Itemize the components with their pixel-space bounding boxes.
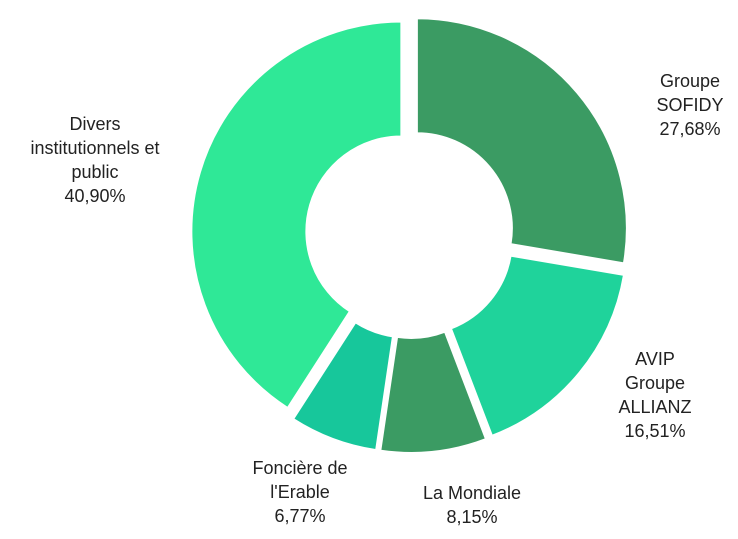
donut-slice [415,17,628,265]
donut-slice [379,330,488,454]
category-label: Divers institutionnels et public [30,114,160,182]
slice-label: Foncière de l'Erable 6,77% [240,456,360,528]
donut-slice [291,320,395,452]
slice-label: Divers institutionnels et public 40,90% [25,112,165,208]
value-label: 40,90% [64,186,126,206]
category-label: Foncière de l'Erable [252,458,348,502]
donut-slice [190,20,403,410]
category-label: Groupe SOFIDY [656,71,724,115]
slice-label: AVIP Groupe ALLIANZ 16,51% [608,347,703,443]
value-label: 27,68% [659,119,721,139]
value-label: 8,15% [446,507,498,527]
category-label: AVIP Groupe ALLIANZ [618,349,692,417]
donut-slice [449,254,626,438]
slice-label: La Mondiale 8,15% [387,481,557,529]
category-label: La Mondiale [422,483,522,503]
value-label: 16,51% [624,421,686,441]
value-label: 6,77% [274,506,326,526]
slice-label: Groupe SOFIDY 27,68% [643,69,738,141]
